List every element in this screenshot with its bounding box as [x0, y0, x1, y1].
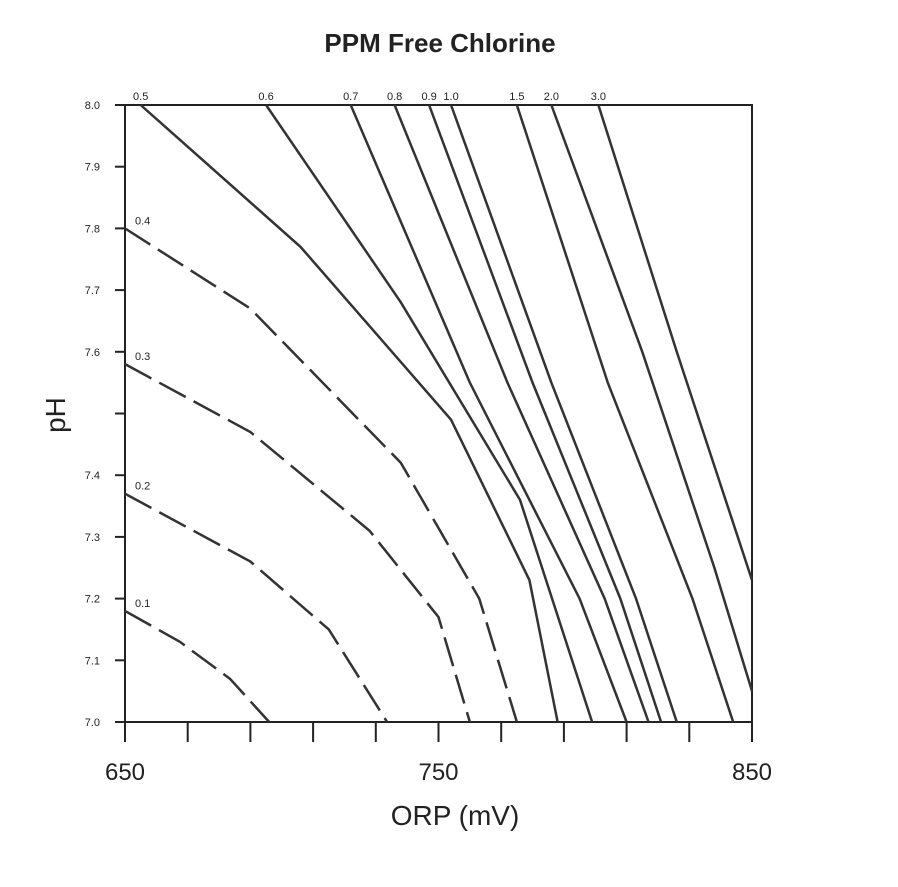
contour-label: 2.0 [544, 91, 559, 103]
contour-label: 1.5 [509, 91, 524, 103]
contour-label: 0.6 [258, 91, 273, 103]
contour-line [139, 104, 559, 723]
x-axis-label: ORP (mV) [391, 800, 520, 831]
contour-line [349, 104, 628, 723]
contour-line [124, 492, 389, 723]
y-axis-label: pH [40, 397, 71, 433]
y-tick-label: 7.9 [85, 162, 100, 174]
y-tick-label: 7.4 [85, 470, 100, 482]
contour-line [124, 363, 472, 723]
contour-line [597, 104, 754, 581]
y-tick-label: 7.7 [85, 285, 100, 297]
contour-line [515, 104, 735, 723]
y-tick-label: 7.8 [85, 223, 100, 235]
contour-line [550, 104, 754, 692]
chart-title: PPM Free Chlorine [324, 28, 555, 58]
y-tick-label: 7.0 [85, 717, 100, 729]
contour-line [124, 609, 271, 723]
contour-label: 0.9 [421, 91, 436, 103]
contour-label: 1.0 [443, 91, 458, 103]
contour-line [124, 227, 519, 723]
contour-line [427, 104, 663, 723]
x-tick-label: 650 [105, 759, 145, 786]
contour-label: 0.8 [387, 91, 402, 103]
contour-label: 0.3 [135, 351, 150, 363]
contour-label: 0.4 [135, 215, 150, 227]
y-tick-label: 7.1 [85, 655, 100, 667]
x-tick-label: 850 [732, 759, 772, 786]
y-tick-label: 7.3 [85, 532, 100, 544]
x-tick-label: 750 [418, 759, 458, 786]
contour-label: 0.1 [135, 598, 150, 610]
contour-line [449, 104, 678, 723]
contour-label: 0.7 [343, 91, 358, 103]
contour-label: 3.0 [591, 91, 606, 103]
contour-line [265, 104, 594, 723]
y-tick-label: 8.0 [85, 100, 100, 112]
contour-label: 0.2 [135, 481, 150, 493]
y-tick-label: 7.2 [85, 594, 100, 606]
contour-label: 0.5 [133, 91, 148, 103]
contour-line [393, 104, 650, 723]
plot-frame [124, 104, 753, 723]
y-tick-label: 7.6 [85, 347, 100, 359]
